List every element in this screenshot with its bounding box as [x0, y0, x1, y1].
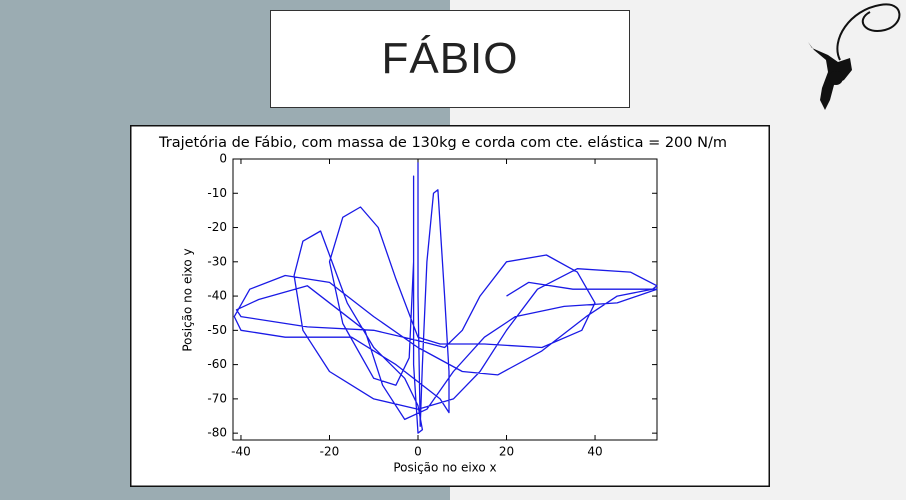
plot-frame [232, 158, 658, 441]
chart-image: Trajetória de Fábio, com massa de 130kg … [130, 125, 770, 487]
chart-title: Trajetória de Fábio, com massa de 130kg … [158, 135, 727, 151]
y-tick-label: -50 [207, 323, 227, 337]
x-tick-label: 0 [414, 445, 422, 459]
plot: Trajetória de Fábio, com massa de 130kg … [158, 135, 727, 475]
x-tick-label: 20 [499, 445, 514, 459]
chart-frame [130, 125, 770, 487]
y-tick-label: -30 [207, 254, 227, 268]
y-tick-label: -40 [207, 289, 227, 303]
x-axis-label: Posição no eixo x [393, 461, 496, 475]
x-tick-label: -20 [320, 445, 340, 459]
y-tick-label: -20 [207, 220, 227, 234]
bungee-icon [808, 3, 901, 110]
y-tick-label: -70 [207, 391, 227, 405]
y-tick-label: 0 [219, 152, 227, 166]
x-tick-label: -40 [231, 445, 251, 459]
y-tick-label: -80 [207, 426, 227, 440]
trajectory-line [233, 162, 658, 434]
y-tick-label: -60 [207, 357, 227, 371]
y-tick-label: -10 [207, 186, 227, 200]
x-tick-label: 40 [587, 445, 602, 459]
y-axis-label: Posição no eixo y [181, 248, 195, 351]
slide-title: FÁBIO [270, 10, 630, 108]
